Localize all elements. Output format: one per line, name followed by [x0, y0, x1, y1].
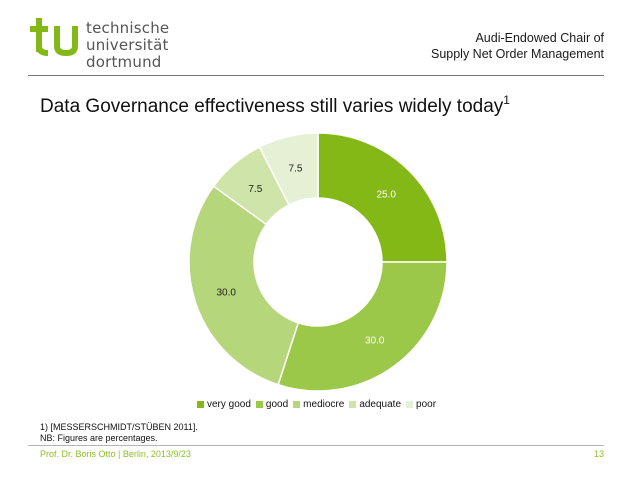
data-label-adequate: 7.5 [248, 184, 262, 195]
donut-chart: 25.0 30.0 30.0 7.5 7.5 [188, 132, 448, 392]
legend-label: good [265, 399, 289, 410]
legend-item-poor: poor [406, 399, 436, 410]
legend-label: mediocre [303, 399, 345, 410]
data-label-poor: 7.5 [289, 164, 303, 175]
footer-author: Prof. Dr. Boris Otto | Berlin, 2013/9/23 [40, 449, 191, 459]
legend-swatch [406, 401, 414, 408]
university-name: technische universität dortmund [86, 20, 208, 71]
page-number: 13 [593, 449, 604, 459]
footnote-2: NB: Figures are percentages. [40, 433, 158, 443]
header-divider [28, 75, 604, 76]
legend-swatch [293, 401, 301, 408]
chart-legend: very good good mediocre adequate poor [197, 399, 441, 410]
footnote-1: 1) [MESSERSCHMIDT/STÜBEN 2011]. [40, 422, 198, 432]
donut-slice-very-good [317, 132, 448, 263]
tu-logo-icon [30, 18, 78, 56]
legend-item-very-good: very good [197, 399, 251, 410]
legend-swatch [197, 401, 204, 408]
chair-name: Audi-Endowed Chair of Supply Net Order M… [431, 30, 604, 62]
data-label-very-good: 25.0 [377, 189, 397, 200]
footer-divider [28, 445, 604, 446]
legend-label: poor [416, 399, 437, 410]
university-name-line2: dortmund [86, 53, 162, 71]
legend-swatch [255, 401, 263, 408]
legend-item-adequate: adequate [349, 399, 401, 410]
chair-name-line1: Audi-Endowed Chair of [475, 31, 604, 45]
donut-labels: 25.0 30.0 30.0 7.5 7.5 [216, 164, 396, 347]
data-label-mediocre: 30.0 [216, 287, 236, 298]
legend-label: adequate [359, 399, 402, 410]
donut-slices [188, 132, 448, 392]
legend-item-good: good [255, 399, 289, 410]
data-label-good: 30.0 [365, 336, 385, 347]
donut-slice-poor [258, 132, 319, 206]
university-name-line1: technische universität [86, 19, 170, 54]
legend-label: very good [207, 399, 251, 410]
footnotes: 1) [MESSERSCHMIDT/STÜBEN 2011]. NB: Figu… [40, 422, 198, 444]
title-footnote-mark: 1 [503, 93, 510, 107]
chair-name-line2: Supply Net Order Management [430, 47, 604, 61]
donut-slice-mediocre [188, 185, 300, 386]
slide-title: Data Governance effectiveness still vari… [40, 93, 510, 118]
slide-title-text: Data Governance effectiveness still vari… [40, 96, 504, 117]
legend-item-mediocre: mediocre [293, 399, 344, 410]
legend-swatch [349, 401, 357, 408]
donut-slice-good [277, 261, 448, 392]
university-logo: technische universität dortmund [28, 14, 208, 71]
